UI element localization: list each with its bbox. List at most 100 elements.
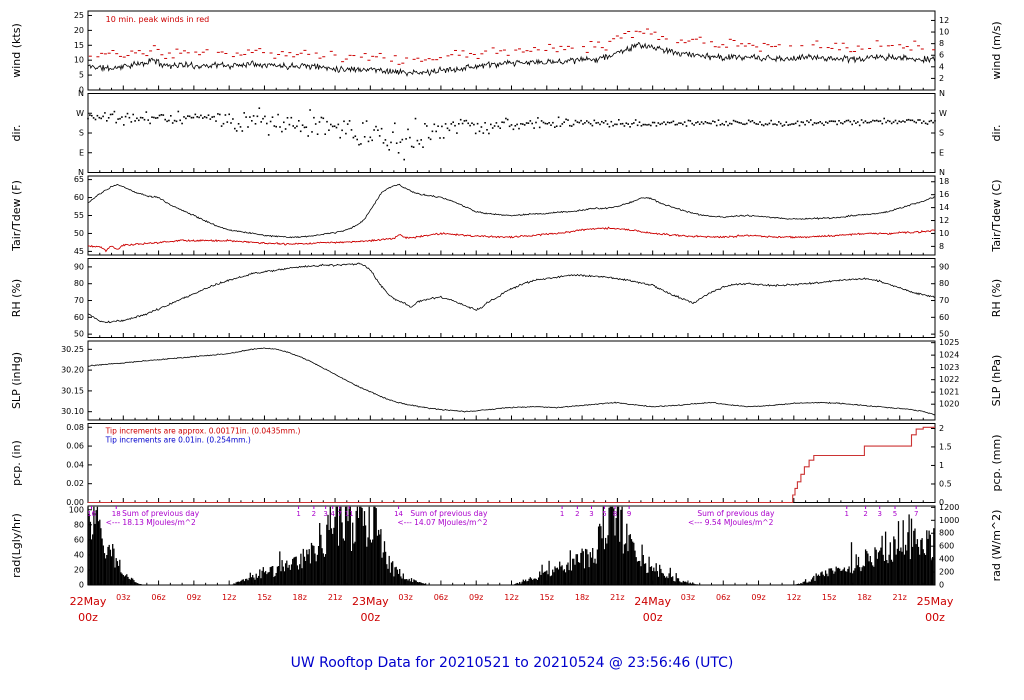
- dir-x-axis-ticks: [87, 168, 936, 173]
- wind-left-axis-label: wind (kts): [10, 23, 23, 78]
- svg-text:60: 60: [74, 313, 84, 322]
- dir-left-axis-label: dir.: [10, 124, 23, 141]
- svg-text:0.06: 0.06: [66, 442, 84, 451]
- svg-text:80: 80: [74, 279, 84, 288]
- rad-annotation-1: <--- 18.13 MJoules/m^2: [106, 518, 196, 527]
- mj-accum-tick-label: 2: [863, 510, 867, 518]
- temp-frame: [87, 175, 936, 256]
- wind-y-axis-ticks: 0 5 10 15 20 25 2 4 6 8 10 12: [74, 11, 949, 95]
- svg-text:10: 10: [74, 56, 84, 65]
- hour-tick-label: 03z: [398, 593, 412, 602]
- svg-text:W: W: [939, 109, 947, 118]
- rad-annotation-3: <--- 14.07 MJoules/m^2: [397, 518, 487, 527]
- series-tair: [87, 183, 936, 239]
- svg-text:0: 0: [79, 581, 84, 590]
- dir-frame: [87, 93, 936, 173]
- slp-y-axis-ticks: 30.10 30.15 30.20 30.25 1020 1021 1022 1023 1024…: [61, 338, 959, 416]
- svg-text:60: 60: [74, 193, 84, 202]
- svg-text:2: 2: [939, 424, 944, 433]
- mj-accum-tick-label: 4: [330, 510, 335, 518]
- mj-accum-tick-label: 2: [575, 510, 579, 518]
- svg-text:1000: 1000: [939, 516, 959, 525]
- panel-rh: RH (%) RH (%) 50 60 70 80 90 50 60 70 80 90: [10, 258, 1003, 339]
- svg-text:1025: 1025: [939, 338, 959, 347]
- series-precip-accum: [88, 426, 935, 504]
- temp-right-axis-label: Tair/Tdew (C): [990, 179, 1003, 252]
- svg-text:1022: 1022: [939, 375, 959, 384]
- svg-text:10: 10: [939, 28, 949, 37]
- svg-text:25: 25: [74, 11, 84, 20]
- svg-text:E: E: [939, 148, 944, 157]
- pcp-right-axis-label: pcp. (mm): [990, 434, 1003, 491]
- svg-text:70: 70: [939, 296, 949, 305]
- svg-text:200: 200: [939, 568, 954, 577]
- hour-tick-label: 15z: [257, 593, 271, 602]
- mj-accum-tick-label: 7: [914, 510, 918, 518]
- wind-frame: [87, 10, 936, 91]
- svg-text:80: 80: [939, 279, 949, 288]
- day-label-hour: 00z: [360, 611, 380, 624]
- svg-text:12: 12: [939, 216, 949, 225]
- svg-text:30.25: 30.25: [61, 345, 84, 354]
- svg-text:1024: 1024: [939, 351, 959, 360]
- rad-frame: [87, 505, 936, 586]
- rh-frame: [87, 258, 936, 338]
- mj-accum-tick-label: 1: [296, 510, 300, 518]
- day-label: 24May: [634, 595, 671, 608]
- series-solar-radiation: [87, 506, 935, 585]
- rad-annotation-0: Sum of previous day: [122, 509, 200, 518]
- panel-dir: dir. dir. N E S W N N E S W N: [10, 89, 1003, 177]
- svg-text:80: 80: [74, 520, 84, 529]
- rad-annotation-5: <--- 9.54 MJoules/m^2: [688, 518, 774, 527]
- svg-text:0: 0: [939, 498, 944, 507]
- svg-text:1021: 1021: [939, 388, 959, 397]
- day-label-hour: 00z: [925, 611, 945, 624]
- svg-text:400: 400: [939, 555, 954, 564]
- mj-accum-tick-label: 16: [87, 510, 96, 518]
- hour-tick-label: 21z: [893, 593, 907, 602]
- rh-right-axis-label: RH (%): [990, 279, 1003, 317]
- svg-text:50: 50: [74, 229, 84, 238]
- mj-accum-tick-label: 8: [613, 510, 617, 518]
- day-label-hour: 00z: [643, 611, 663, 624]
- hour-tick-label: 18z: [575, 593, 589, 602]
- svg-text:0.04: 0.04: [66, 460, 84, 469]
- rh-left-axis-label: RH (%): [10, 279, 23, 317]
- chart-title: UW Rooftop Data for 20210521 to 20210524…: [290, 655, 734, 671]
- temp-x-axis-ticks: [87, 250, 936, 255]
- mj-accum-tick-label: 3: [589, 510, 593, 518]
- dir-y-axis-ticks: N E S W N N E S W N: [76, 89, 947, 177]
- svg-text:1.5: 1.5: [939, 442, 952, 451]
- hour-tick-label: 03z: [681, 593, 695, 602]
- svg-text:20: 20: [74, 565, 84, 574]
- hour-tick-label: 09z: [469, 593, 483, 602]
- pcp-annotation-1: Tip increments are 0.01in. (0.254mm.): [105, 436, 251, 445]
- svg-text:800: 800: [939, 529, 954, 538]
- svg-text:0: 0: [79, 86, 84, 95]
- day-label: 23May: [352, 595, 389, 608]
- rad-right-axis-label: rad (W/m^2): [990, 510, 1003, 582]
- hour-tick-label: 09z: [187, 593, 201, 602]
- hour-tick-label: 12z: [504, 593, 518, 602]
- svg-text:60: 60: [939, 313, 949, 322]
- svg-text:8: 8: [939, 242, 944, 251]
- svg-text:45: 45: [74, 247, 84, 256]
- svg-text:90: 90: [939, 262, 949, 271]
- panel-pcp: pcp. (in) pcp. (mm)0.000.020.040.060.0800…: [10, 423, 1003, 507]
- svg-text:30.15: 30.15: [61, 386, 84, 395]
- svg-text:0: 0: [939, 581, 944, 590]
- pcp-y-axis-ticks: 0.00 0.02 0.04 0.06 0.08 0 0.5 1 1.5 2: [66, 423, 952, 507]
- svg-text:2: 2: [939, 74, 944, 83]
- svg-text:30.20: 30.20: [61, 366, 84, 375]
- day-label: 22May: [70, 595, 107, 608]
- svg-text:40: 40: [74, 550, 84, 559]
- svg-text:6: 6: [939, 51, 944, 60]
- svg-text:S: S: [79, 129, 84, 138]
- series-tdew: [87, 226, 936, 253]
- mj-accum-tick-label: 3: [323, 510, 327, 518]
- panel-slp: SLP (inHg) SLP (hPa) 30.10 30.15 30.20 30.25 1…: [10, 338, 1003, 421]
- hour-tick-label: 21z: [610, 593, 624, 602]
- series-relative-humidity: [87, 262, 936, 324]
- svg-text:16: 16: [939, 190, 949, 199]
- wind-right-axis-label: wind (m/s): [990, 21, 1003, 79]
